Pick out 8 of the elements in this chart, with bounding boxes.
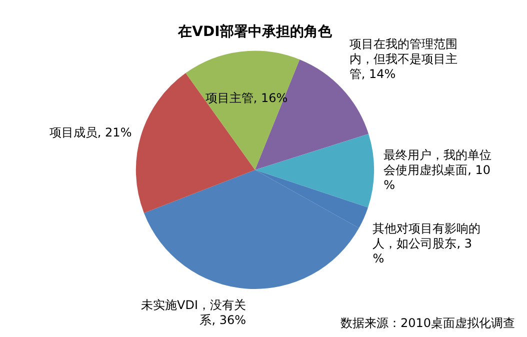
slice-label: 项目主管, 16% (205, 91, 288, 106)
slice-label: 最终用户，我的单位会使用虚拟桌面, 10% (384, 148, 492, 192)
slice-label: 未实施VDI，没有关系, 36% (141, 298, 246, 327)
slice-label: 项目在我的管理范围内，但我不是项目主管, 14% (349, 37, 458, 82)
slice-label: 项目成员, 21% (49, 125, 132, 140)
slice-label: 其他对项目有影响的人，如公司股东, 3% (372, 221, 481, 266)
source-note: 数据来源：2010桌面虚拟化调查 (340, 316, 515, 330)
chart-title: 在VDI部署中承担的角色 (177, 23, 333, 40)
